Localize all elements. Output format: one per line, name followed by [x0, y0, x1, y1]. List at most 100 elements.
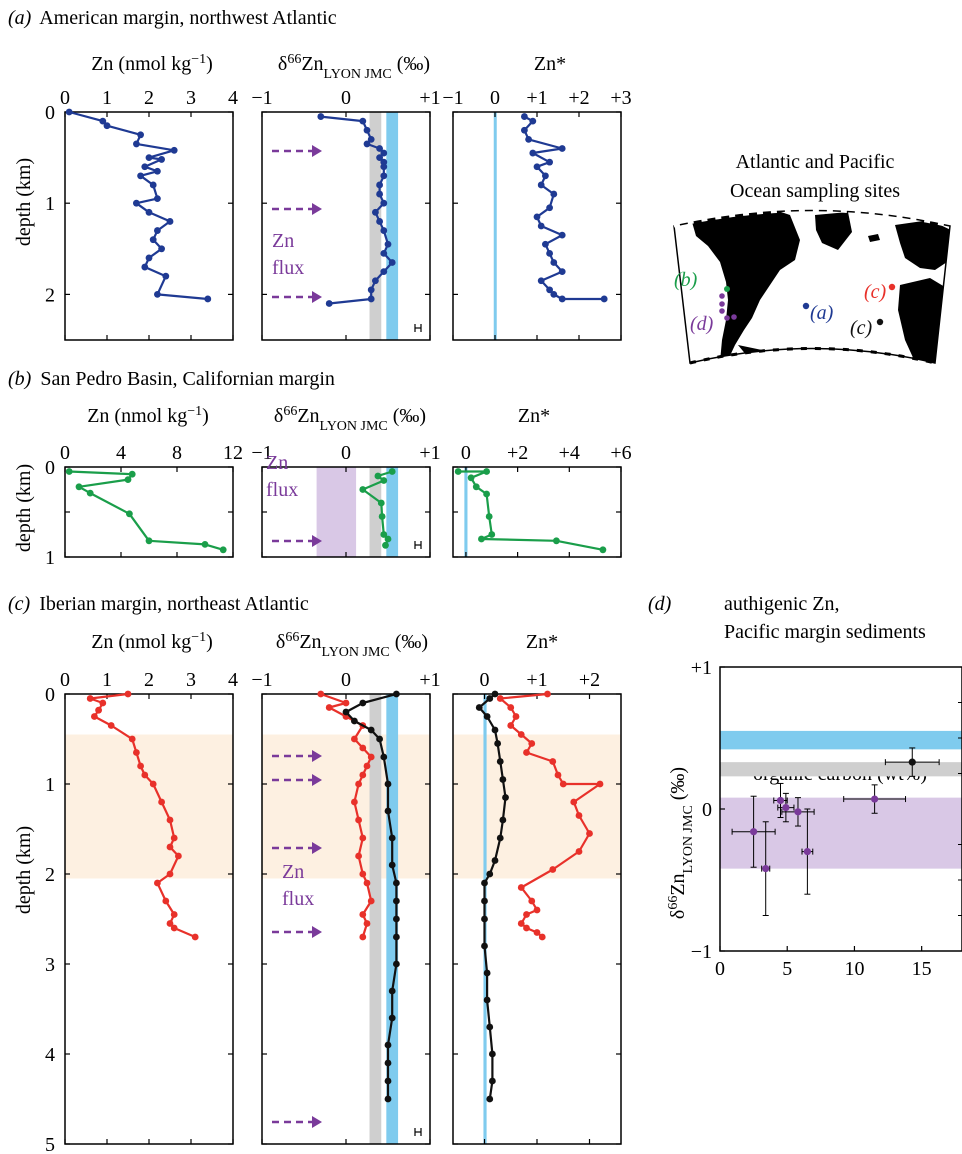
a1-series-0-point-20 — [141, 263, 149, 271]
a1-xlabel: Zn (nmol kg−1) — [91, 52, 213, 76]
sites-map: Atlantic and Pacific Ocean sampling site… — [673, 151, 951, 365]
b2-series-0-point-5 — [378, 513, 386, 520]
c1-ytick-label-3: 3 — [45, 954, 55, 976]
a1-series-0-point-12 — [154, 195, 161, 203]
a2-series-0-point-1 — [359, 117, 367, 125]
c3-series-1-point-12 — [486, 870, 494, 878]
c3-series-1-point-22 — [486, 1095, 494, 1103]
c1-series-0-point-14 — [166, 843, 174, 851]
c1-ytick-label-1: 1 — [45, 774, 55, 796]
a3-series-0-point-18 — [558, 268, 566, 275]
panel-b-letter: (b) — [8, 368, 32, 390]
c2-highlight-depth-band — [262, 734, 430, 879]
b2-band-1 — [369, 467, 382, 557]
c3-series-1-point-7 — [499, 776, 507, 783]
map-title-2: Ocean sampling sites — [730, 180, 900, 202]
c2-series-0-point-0 — [317, 690, 325, 698]
b1-ytick-label-2: 1 — [45, 547, 55, 569]
c2-band-0 — [369, 694, 382, 1144]
c1-highlight-depth-band — [65, 734, 233, 879]
c3-series-0-point-23 — [533, 929, 541, 936]
c2-series-1-point-4 — [367, 726, 375, 734]
c2-series-0-point-13 — [359, 834, 367, 842]
c2-series-0-point-11 — [351, 798, 358, 806]
b2-xtick-label-2: +1 — [419, 442, 440, 464]
b3-band-0 — [464, 467, 468, 557]
a2-xtick-label-0: −1 — [251, 87, 272, 109]
c3-series-1-point-0 — [491, 690, 499, 698]
b1-series-0-line — [69, 470, 224, 551]
c2-series-0-point-17 — [367, 897, 375, 905]
a1-series-0-point-9 — [154, 167, 161, 175]
ann-b-flux: flux — [266, 479, 298, 501]
c3-series-0-point-22 — [523, 924, 530, 932]
c1-series-0-point-19 — [170, 911, 178, 918]
c3-series-0-point-13 — [575, 812, 583, 819]
d-point-7 — [762, 865, 770, 873]
b1-series-0-point-1 — [128, 470, 136, 478]
a1-series-0-point-14 — [145, 208, 153, 216]
a3-series-0-point-1 — [529, 117, 537, 125]
panel-b-ylabel: depth (km) — [13, 464, 35, 552]
a3-xtick-label-0: −1 — [442, 87, 463, 109]
a3-xtick-label-2: +1 — [526, 87, 547, 109]
c2-series-1-point-14 — [393, 933, 400, 941]
a3-series-0-point-23 — [600, 295, 608, 303]
c3-highlight-depth-band — [453, 734, 621, 879]
c3-series-0-point-14 — [586, 830, 593, 837]
c1-series-0-point-21 — [170, 924, 178, 932]
a3-series-0-point-12 — [533, 213, 541, 221]
map-label-c-black: (c) — [850, 317, 873, 339]
axes-d-scatter: 0 5 10 15−10+1 — [691, 657, 962, 980]
b3-xlabel: Zn* — [518, 405, 550, 427]
ann-a-zn: Zn — [272, 230, 294, 252]
c3-series-0-point-7 — [523, 749, 530, 756]
b3-frame — [452, 466, 622, 558]
b2-series-0-point-1 — [374, 472, 382, 480]
c2-xtick-label-0: −1 — [251, 669, 272, 691]
a1-series-0-point-21 — [162, 272, 170, 280]
zn-flux-arrow-2-head — [312, 291, 322, 303]
c1-ytick-label-5: 5 — [45, 1134, 55, 1154]
d-point-4 — [794, 808, 802, 816]
b1-series-0-point-2 — [124, 476, 132, 483]
panel-c-title: Iberian margin, northeast Atlantic — [39, 593, 309, 615]
d-point-2 — [776, 796, 785, 805]
a2-series-0-point-14 — [372, 208, 379, 216]
a2-series-0-point-22 — [367, 286, 375, 294]
site-c-red-marker — [888, 283, 896, 291]
d-xtick-label-3: 15 — [912, 958, 932, 980]
site-d-marker-3 — [719, 308, 725, 314]
a3-series-0-point-14 — [558, 231, 566, 239]
site-d-marker-1 — [719, 293, 725, 299]
d-xtick-label-2: 10 — [844, 958, 864, 980]
a1-series-0-point-15 — [166, 218, 174, 225]
map-label-c-red: (c) — [864, 281, 887, 303]
map-graticule-top — [673, 209, 951, 228]
c3-series-1-point-21 — [488, 1077, 496, 1085]
a3-xtick-label-3: +2 — [568, 87, 589, 109]
panel-c: (c) Iberian margin, northeast Atlantic d… — [8, 593, 622, 1154]
b2-xtick-label-0: −1 — [251, 442, 272, 464]
map-graticule-bottom — [689, 347, 936, 365]
c3-series-1-point-10 — [496, 834, 504, 842]
axes-b-znstar: 0 +2 +4 +6 — [452, 442, 632, 558]
c2-series-0-point-12 — [355, 816, 362, 824]
c2-band-1 — [386, 694, 399, 1144]
ann-c-zn: Zn — [282, 861, 304, 883]
a1-series-0-point-17 — [149, 236, 157, 244]
iceland-shape — [868, 234, 880, 242]
b3-series-0-point-5 — [485, 513, 493, 520]
c2-series-1-point-3 — [351, 717, 358, 725]
axes-a-zn: 0 1 2 3 4 0 1 2 — [45, 87, 238, 341]
ann-a-flux: flux — [272, 257, 304, 279]
site-d-marker-4 — [724, 315, 730, 321]
c1-series-0-point-17 — [154, 879, 161, 887]
site-d-marker-2 — [719, 301, 725, 307]
c1-series-0-point-11 — [158, 798, 166, 806]
b3-series-0-point-1 — [483, 468, 490, 475]
c2-series-1-point-15 — [393, 960, 400, 968]
c1-series-0-point-16 — [166, 870, 174, 878]
c1-xtick-label-0: 0 — [60, 669, 70, 691]
b1-xtick-label-2: 8 — [172, 442, 182, 464]
